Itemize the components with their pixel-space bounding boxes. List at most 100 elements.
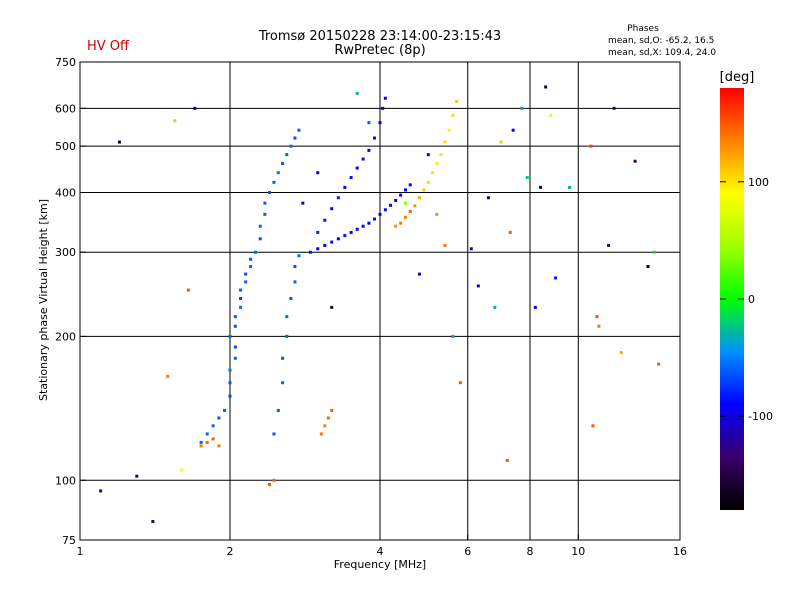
data-point xyxy=(223,408,227,412)
data-points xyxy=(99,85,661,523)
data-point xyxy=(289,144,293,148)
data-point xyxy=(253,250,257,254)
data-point xyxy=(435,161,439,165)
x-tick-label: 8 xyxy=(527,545,534,558)
data-point xyxy=(383,208,387,212)
data-point xyxy=(476,284,480,288)
data-point xyxy=(323,243,327,247)
data-point xyxy=(589,144,593,148)
data-point xyxy=(316,247,320,251)
colorbar-tick-label: -100 xyxy=(748,410,773,423)
data-point xyxy=(211,424,215,428)
data-point xyxy=(330,305,334,309)
data-point xyxy=(403,201,407,205)
data-point xyxy=(511,128,515,132)
data-point xyxy=(330,240,334,244)
colorbar-tick-label: 100 xyxy=(748,176,769,189)
data-point xyxy=(595,315,599,319)
x-tick-label: 4 xyxy=(377,545,384,558)
y-tick-label: 100 xyxy=(55,474,76,487)
data-point xyxy=(451,113,455,117)
data-point xyxy=(244,272,248,276)
x-axis-label: Frequency [MHz] xyxy=(334,558,426,571)
y-tick-label: 400 xyxy=(55,186,76,199)
data-point xyxy=(297,128,301,132)
data-point xyxy=(233,356,237,360)
data-point xyxy=(272,180,276,184)
data-point xyxy=(381,106,385,110)
data-point xyxy=(499,140,503,144)
data-point xyxy=(431,171,435,175)
data-point xyxy=(330,207,334,211)
data-point xyxy=(330,408,334,412)
x-tick-label: 6 xyxy=(464,545,471,558)
data-point xyxy=(343,234,347,238)
data-point xyxy=(439,153,443,157)
data-point xyxy=(173,119,177,123)
data-point xyxy=(361,157,365,161)
data-point xyxy=(533,305,537,309)
data-point xyxy=(205,432,209,436)
data-point xyxy=(525,175,529,179)
data-point xyxy=(367,148,371,152)
data-point xyxy=(607,243,611,247)
grid-lines xyxy=(80,62,680,540)
phases-x-stats: mean, sd,X: 109.4, 24.0 xyxy=(608,48,716,58)
data-point xyxy=(567,185,571,189)
data-point xyxy=(447,128,451,132)
y-tick-label: 200 xyxy=(55,330,76,343)
data-point xyxy=(293,265,297,269)
data-point xyxy=(228,394,232,398)
data-point xyxy=(633,159,637,163)
data-point xyxy=(408,210,412,214)
data-point xyxy=(417,196,421,200)
data-point xyxy=(336,237,340,241)
data-point xyxy=(394,224,398,228)
y-tick-label: 750 xyxy=(55,56,76,69)
data-point xyxy=(591,424,595,428)
data-point xyxy=(228,334,232,338)
data-point xyxy=(199,440,203,444)
data-point xyxy=(455,100,459,104)
data-point xyxy=(228,381,232,385)
data-point xyxy=(199,444,203,448)
data-point xyxy=(319,432,323,436)
data-point xyxy=(99,489,103,493)
data-point xyxy=(272,432,276,436)
chart-subtitle: RwPretec (8p) xyxy=(334,43,425,58)
colorbar-tick-label: 0 xyxy=(748,293,755,306)
data-point xyxy=(373,136,377,140)
y-axis-ticks: 75 100 200 300 400 500 600 750 xyxy=(55,56,86,547)
data-point xyxy=(293,280,297,284)
data-point xyxy=(285,153,289,157)
data-point xyxy=(389,203,393,207)
x-tick-label: 10 xyxy=(571,545,585,558)
data-point xyxy=(336,196,340,200)
data-point xyxy=(166,374,170,378)
data-point xyxy=(553,276,557,280)
data-point xyxy=(378,121,382,125)
data-point xyxy=(217,416,221,420)
data-point xyxy=(458,381,462,385)
data-point xyxy=(505,458,509,462)
data-point xyxy=(367,221,371,225)
x-tick-label: 1 xyxy=(77,545,84,558)
data-point xyxy=(297,254,301,258)
data-point xyxy=(451,334,455,338)
data-point xyxy=(373,217,377,221)
data-point xyxy=(326,416,330,420)
data-point xyxy=(469,247,473,251)
data-point xyxy=(619,351,623,355)
data-point xyxy=(493,305,497,309)
colorbar-label: [deg] xyxy=(720,70,755,85)
data-point xyxy=(508,230,512,234)
data-point xyxy=(323,218,327,222)
data-point xyxy=(394,198,398,202)
data-point xyxy=(233,315,237,319)
data-point xyxy=(267,482,271,486)
data-point xyxy=(285,315,289,319)
data-point xyxy=(652,250,656,254)
data-point xyxy=(233,324,237,328)
data-point xyxy=(276,408,280,412)
data-point xyxy=(355,166,359,170)
